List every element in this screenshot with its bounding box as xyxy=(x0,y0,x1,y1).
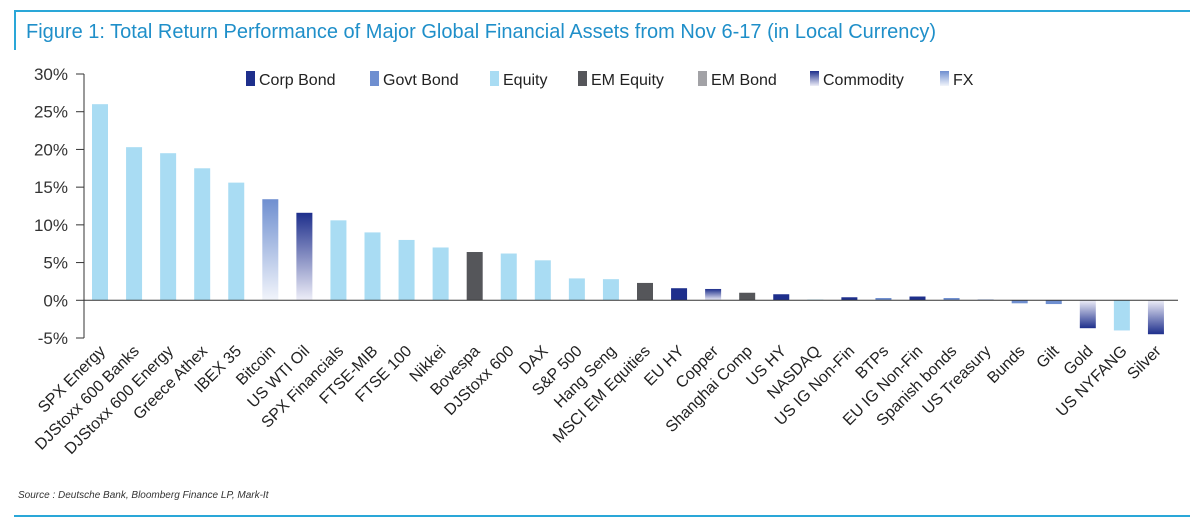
legend-label-em-bond: EM Bond xyxy=(711,72,777,89)
legend-label-corp-bond: Corp Bond xyxy=(259,72,336,89)
legend-swatch-commodity xyxy=(810,71,819,86)
frame-top-rule xyxy=(14,10,1190,12)
y-tick-label: 10% xyxy=(34,216,68,235)
bar-eu-ig-non-fin xyxy=(909,296,926,301)
bar-msci-em-equities xyxy=(637,282,653,301)
bar-nikkei xyxy=(432,247,449,301)
y-tick-label: -5% xyxy=(38,329,68,348)
bar-us-hy xyxy=(773,294,790,301)
y-tick-label: 5% xyxy=(43,254,68,273)
legend-label-equity: Equity xyxy=(503,72,547,89)
legend-swatch-em-equity xyxy=(578,71,587,86)
bar-chart: -5% 0% 5% 10% 15% 20% 25% 30% Corp Bond Govt Bon… xyxy=(32,65,1178,458)
bar-us-ig-non-fin xyxy=(841,297,858,301)
bar-shanghai-comp xyxy=(739,292,756,301)
legend-label-commodity: Commodity xyxy=(823,72,904,89)
bar-silver xyxy=(1147,300,1164,335)
legend-swatch-corp-bond xyxy=(246,71,255,86)
bar-bunds xyxy=(1011,300,1028,304)
bar-spx-financials xyxy=(330,220,347,301)
bar-bovespa xyxy=(466,252,483,301)
legend-swatch-fx xyxy=(940,71,949,86)
bar-ibex-35 xyxy=(228,182,245,301)
y-tick-label: 20% xyxy=(34,140,68,159)
legend-label-govt-bond: Govt Bond xyxy=(383,72,459,89)
source-note: Source : Deutsche Bank, Bloomberg Financ… xyxy=(18,490,269,501)
bar-djstoxx-600-energy xyxy=(160,153,177,301)
bar-hang-seng xyxy=(602,279,619,301)
bars xyxy=(84,104,1178,335)
frame-left-rule xyxy=(14,10,16,50)
legend-swatch-govt-bond xyxy=(370,71,379,86)
chart-title: Figure 1: Total Return Performance of Ma… xyxy=(26,21,937,43)
y-tick-label: 0% xyxy=(43,291,68,310)
x-label-gilt: Gilt xyxy=(1034,342,1063,371)
legend-swatch-equity xyxy=(490,71,499,86)
x-label-silver: Silver xyxy=(1124,342,1165,383)
bar-spanish-bonds xyxy=(943,298,960,301)
bar-gilt xyxy=(1045,300,1062,305)
bar-ftse-mib xyxy=(364,232,381,301)
bar-gold xyxy=(1079,300,1096,329)
bar-dax xyxy=(534,260,551,301)
legend-swatch-em-bond xyxy=(698,71,707,86)
bar-us-wti-oil xyxy=(296,212,313,301)
bar-copper xyxy=(705,288,722,301)
bar-ftse-100 xyxy=(398,239,415,301)
y-tick-label: 30% xyxy=(34,65,68,84)
frame-bottom-rule xyxy=(14,515,1190,517)
y-tick-label: 15% xyxy=(34,178,68,197)
legend-label-em-equity: EM Equity xyxy=(591,72,664,89)
x-label-bunds: Bunds xyxy=(984,343,1028,387)
bar-btps xyxy=(875,298,892,301)
bar-bitcoin xyxy=(262,199,279,301)
bar-us-nyfang xyxy=(1113,300,1130,331)
legend-label-fx: FX xyxy=(953,72,974,89)
bar-greece-athex xyxy=(194,168,211,301)
bar-djstoxx-600 xyxy=(500,253,517,301)
y-tick-label: 25% xyxy=(34,103,68,122)
bar-djstoxx-600-banks xyxy=(126,147,143,301)
bar-eu-hy xyxy=(671,288,688,301)
y-axis: -5% 0% 5% 10% 15% 20% 25% 30% xyxy=(34,65,85,348)
legend: Corp Bond Govt Bond Equity EM Equity EM Bond… xyxy=(246,71,974,89)
bar-spx-energy xyxy=(92,104,108,301)
bar-s-p-500 xyxy=(568,278,585,301)
